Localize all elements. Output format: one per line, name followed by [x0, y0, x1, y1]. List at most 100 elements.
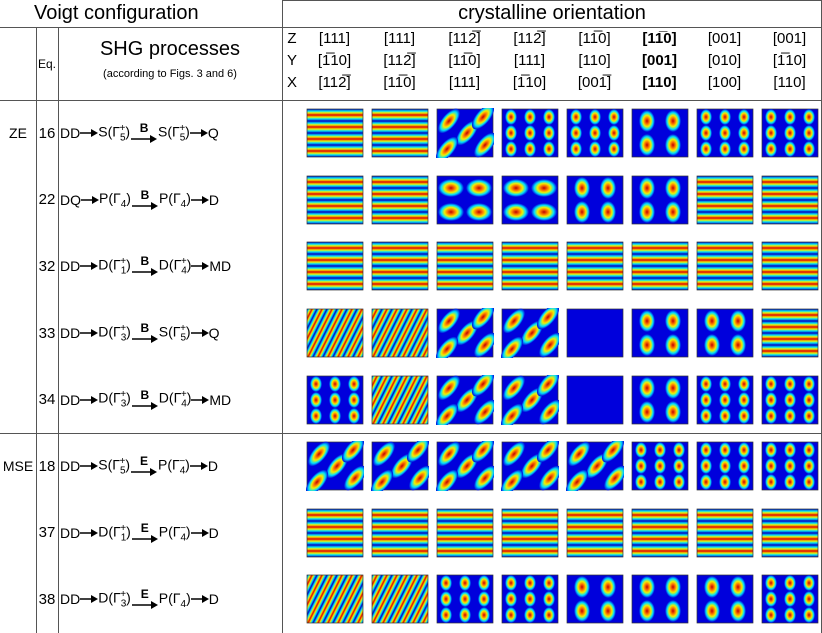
field-map — [566, 242, 623, 291]
state: D(Γ3+) — [98, 589, 131, 609]
blob — [764, 141, 777, 158]
field-map — [306, 242, 363, 291]
map — [371, 308, 428, 358]
blob — [802, 474, 815, 491]
orientation-index: [11̅0] — [448, 52, 481, 69]
blob — [437, 202, 464, 221]
map-cell — [432, 233, 497, 300]
map-cell — [562, 233, 627, 300]
blob — [802, 407, 815, 424]
field-map — [371, 575, 428, 624]
orientation-index: [11̅0] — [642, 30, 677, 47]
state-sub: 5 — [119, 132, 126, 144]
blob — [737, 141, 750, 158]
blob — [737, 109, 750, 126]
arrow — [190, 528, 209, 537]
blob — [542, 607, 555, 624]
arrow-head — [91, 395, 99, 404]
map — [696, 375, 753, 425]
state-text: ) — [185, 456, 190, 473]
final-state: D — [208, 524, 219, 541]
blob — [473, 465, 494, 491]
arrow — [131, 135, 158, 144]
field-map — [631, 375, 688, 425]
blob — [638, 400, 655, 423]
map — [371, 242, 428, 291]
blob — [638, 376, 655, 399]
map — [371, 375, 428, 425]
field: B — [131, 189, 158, 211]
blob — [347, 375, 360, 392]
state: D(Γ1+) — [98, 523, 131, 543]
blob — [588, 109, 601, 126]
blob — [783, 375, 796, 392]
map — [761, 375, 818, 425]
map-cell — [432, 167, 497, 234]
blob — [802, 607, 815, 624]
map — [631, 441, 688, 491]
blob — [672, 474, 685, 491]
blob — [764, 474, 777, 491]
field-map — [696, 575, 753, 624]
axis-label: X — [286, 74, 297, 91]
blob — [502, 375, 525, 401]
map-bg — [566, 375, 623, 425]
blob — [542, 125, 555, 142]
blob — [729, 334, 746, 357]
field-map — [631, 508, 688, 558]
state-text: P(Γ — [158, 189, 181, 206]
process: DD S(Γ5+) B S(Γ5+) Q — [58, 100, 282, 167]
blob — [502, 441, 525, 467]
map-cell — [562, 300, 627, 367]
map-cell — [302, 366, 367, 433]
field-label: B — [140, 254, 150, 269]
blob — [764, 391, 777, 408]
field-map — [371, 308, 428, 358]
blob — [672, 442, 685, 459]
state-text: ) — [126, 256, 131, 273]
map-cell — [757, 300, 822, 367]
arrow-head — [150, 468, 158, 477]
blob — [477, 607, 490, 624]
field-map — [501, 242, 558, 291]
state-sub: 1 — [120, 532, 127, 544]
state-text: ) — [126, 390, 131, 407]
arrow-head — [201, 195, 209, 204]
blob — [573, 600, 590, 623]
state-text: D(Γ — [98, 323, 121, 340]
state-sup: + — [180, 322, 186, 334]
map-cell — [562, 500, 627, 567]
blob — [307, 441, 330, 467]
arrow — [80, 329, 99, 338]
state-sup: + — [180, 389, 187, 401]
map-cell — [302, 233, 367, 300]
v-rule — [282, 0, 283, 633]
field: E — [131, 588, 158, 610]
state-text: ) — [125, 456, 131, 473]
orientation-index: [112̅] — [383, 52, 416, 69]
blob — [309, 407, 322, 424]
blob — [764, 375, 777, 392]
blob — [664, 134, 681, 157]
arrow — [191, 262, 210, 271]
state-text: P(Γ — [158, 456, 180, 473]
blob — [718, 442, 731, 459]
arrow — [131, 201, 158, 210]
map-cell — [692, 500, 757, 567]
field-map — [761, 375, 818, 425]
eq-number: 32 — [38, 257, 56, 275]
initial-state: DD — [60, 258, 81, 275]
map-cell — [627, 500, 692, 567]
blob — [599, 576, 616, 599]
state-text: D(Γ — [98, 589, 121, 606]
field-map — [436, 575, 493, 624]
blob — [406, 441, 429, 463]
blob — [634, 442, 647, 459]
blob — [699, 125, 712, 142]
state-sub: 3 — [120, 398, 127, 410]
map-cell — [302, 100, 367, 167]
blob — [473, 332, 494, 358]
blob — [435, 403, 458, 425]
arrow — [131, 534, 158, 543]
